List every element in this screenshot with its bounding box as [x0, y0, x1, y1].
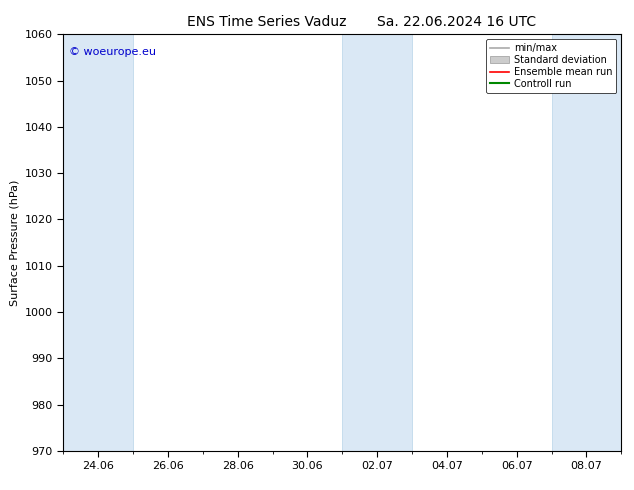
- Bar: [552, 34, 621, 451]
- Text: Sa. 22.06.2024 16 UTC: Sa. 22.06.2024 16 UTC: [377, 15, 536, 29]
- Bar: [342, 34, 412, 451]
- Text: © woeurope.eu: © woeurope.eu: [69, 47, 156, 57]
- Legend: min/max, Standard deviation, Ensemble mean run, Controll run: min/max, Standard deviation, Ensemble me…: [486, 39, 616, 93]
- Y-axis label: Surface Pressure (hPa): Surface Pressure (hPa): [10, 179, 19, 306]
- Bar: [63, 34, 133, 451]
- Text: ENS Time Series Vaduz: ENS Time Series Vaduz: [186, 15, 346, 29]
